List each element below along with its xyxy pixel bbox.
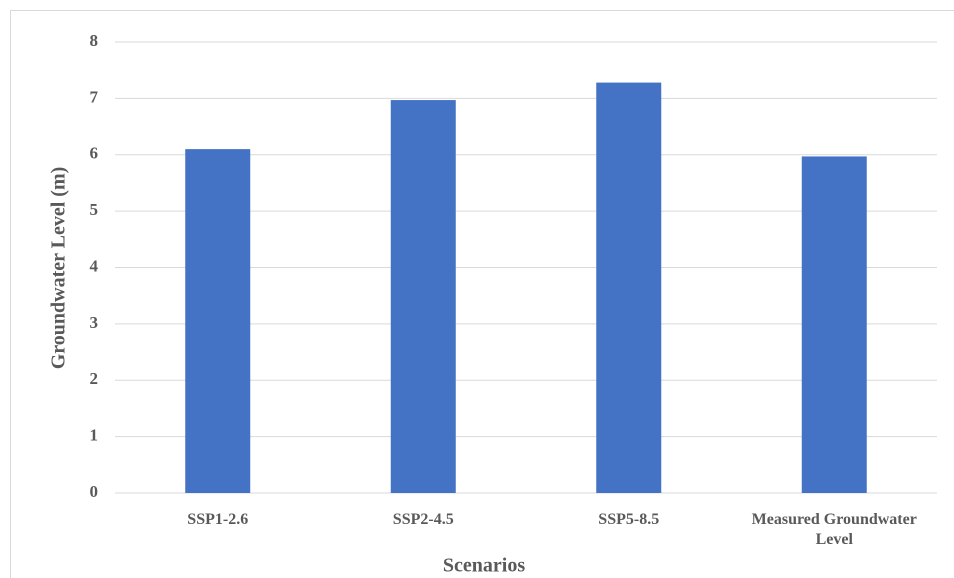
x-tick-label: SSP1-2.6 <box>187 511 249 528</box>
x-tick-label-box: SSP2-4.5 <box>392 511 454 528</box>
y-tick-label: 1 <box>90 426 99 445</box>
x-tick-label-box: Measured Groundwater Level <box>751 511 917 548</box>
bar <box>390 100 456 493</box>
y-tick-label: 7 <box>90 87 99 106</box>
y-tick-label: 6 <box>90 144 99 163</box>
chart-border <box>10 10 954 578</box>
y-tick-label: 3 <box>90 313 99 332</box>
x-tick-label: Measured Groundwater Level <box>751 511 917 548</box>
y-axis-title: Groundwater Level (m) <box>48 167 70 370</box>
bar <box>801 156 867 493</box>
bar <box>596 82 662 493</box>
x-tick-label-box: SSP5-8.5 <box>598 511 660 528</box>
x-axis-title: Scenarios <box>443 555 525 577</box>
x-tick-label: SSP5-8.5 <box>598 511 660 528</box>
x-tick-label-box: SSP1-2.6 <box>187 511 249 528</box>
y-tick-label: 8 <box>90 31 99 50</box>
bar <box>185 149 251 494</box>
y-tick-label: 4 <box>90 256 99 275</box>
y-tick-label: 2 <box>90 369 99 388</box>
x-tick-label: SSP2-4.5 <box>392 511 454 528</box>
y-tick-label: 0 <box>90 482 99 501</box>
y-tick-label: 5 <box>90 200 99 219</box>
